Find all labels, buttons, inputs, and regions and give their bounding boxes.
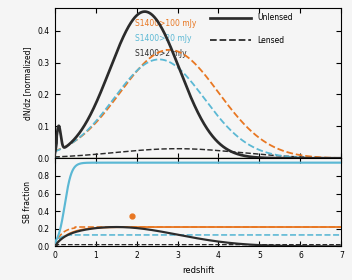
- Text: S1400>2 mJy: S1400>2 mJy: [135, 49, 187, 58]
- Text: Lensed: Lensed: [257, 36, 284, 45]
- Y-axis label: dN/dz [normalized]: dN/dz [normalized]: [23, 46, 32, 120]
- X-axis label: redshift: redshift: [182, 266, 214, 275]
- Text: Unlensed: Unlensed: [257, 13, 293, 22]
- Text: S1400>100 mJy: S1400>100 mJy: [135, 19, 196, 28]
- Text: S1400>20 mJy: S1400>20 mJy: [135, 34, 191, 43]
- Y-axis label: SB fraction: SB fraction: [23, 181, 32, 223]
